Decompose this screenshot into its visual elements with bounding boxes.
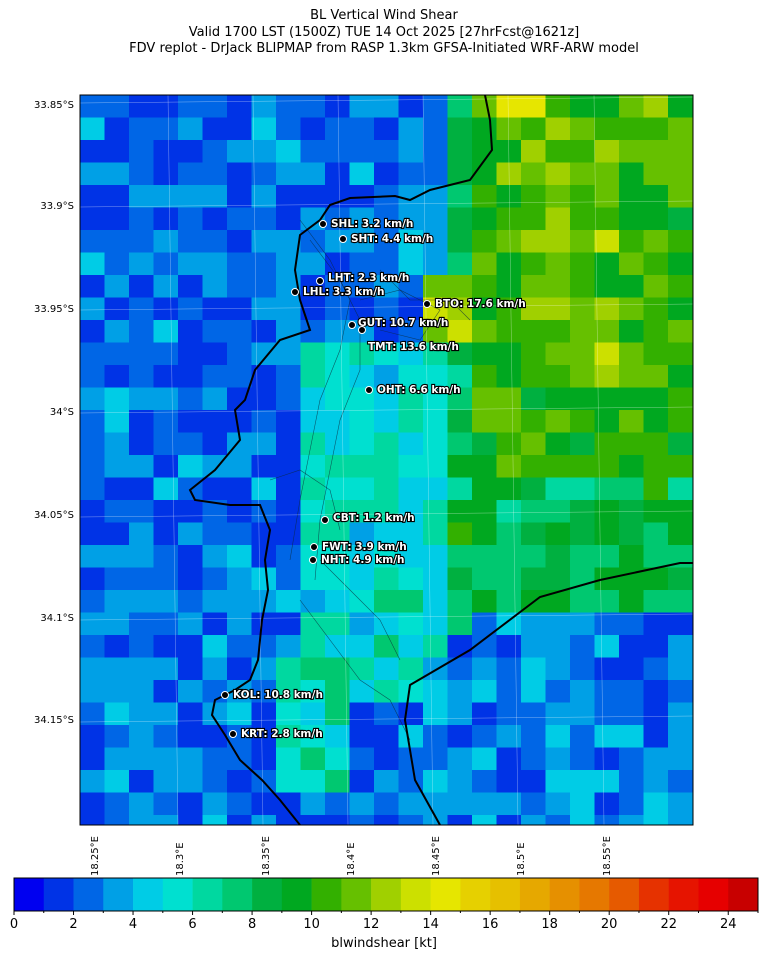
colorbar-tick-label: 24 bbox=[719, 917, 737, 932]
station-marker-nht bbox=[309, 556, 317, 564]
colorbar-swatch bbox=[579, 878, 610, 911]
station-label-sht: SHT: 4.4 km/h bbox=[351, 233, 433, 245]
coastline bbox=[188, 95, 494, 825]
station-marker-shl bbox=[319, 220, 327, 228]
latitude-tick-label: 34°S bbox=[49, 407, 74, 418]
latitude-tick-label: 33.9°S bbox=[40, 201, 74, 212]
colorbar-swatch bbox=[728, 878, 759, 911]
colorbar-tick-label: 2 bbox=[69, 917, 78, 932]
colorbar-tick-label: 20 bbox=[600, 917, 618, 932]
longitude-tick-label: 18.45°E bbox=[431, 836, 442, 876]
colorbar-label: blwindshear [kt] bbox=[331, 936, 437, 951]
colorbar-swatch bbox=[14, 878, 45, 911]
colorbar-tick-label: 22 bbox=[660, 917, 677, 932]
colorbar-swatch bbox=[281, 878, 312, 911]
longitude-tick-label: 18.3°E bbox=[175, 842, 186, 876]
station-marker-lht bbox=[316, 277, 324, 285]
colorbar-tick-label: 4 bbox=[128, 917, 138, 932]
station-marker-bto bbox=[423, 300, 431, 308]
station-marker-sht bbox=[339, 235, 347, 243]
colorbar-swatch bbox=[311, 878, 342, 911]
colorbar-swatch bbox=[668, 878, 699, 911]
map-frame bbox=[79, 94, 694, 826]
colorbar-swatch bbox=[490, 878, 521, 911]
station-label-kol: KOL: 10.8 km/h bbox=[233, 689, 323, 701]
latitude-tick-label: 34.15°S bbox=[34, 715, 74, 726]
station-label-gut: GUT: 10.7 km/h bbox=[358, 317, 448, 329]
colorbar-swatch bbox=[341, 878, 372, 911]
colorbar-tick-label: 0 bbox=[9, 917, 19, 932]
longitude-tick-label: 18.4°E bbox=[346, 842, 357, 876]
longitude-tick-label: 18.5°E bbox=[516, 842, 527, 876]
colorbar-swatch bbox=[252, 878, 283, 911]
colorbar-swatch bbox=[400, 878, 431, 911]
colorbar-tick-label: 12 bbox=[362, 917, 380, 932]
colorbar-swatch bbox=[430, 878, 461, 911]
colorbar-swatch bbox=[371, 878, 402, 911]
latitude-tick-label: 33.95°S bbox=[34, 304, 74, 315]
station-label-tmt: TMT: 13.6 km/h bbox=[368, 341, 459, 353]
colorbar-tick-label: 10 bbox=[303, 917, 320, 932]
station-marker-cbt bbox=[321, 516, 329, 524]
colorbar-swatch bbox=[460, 878, 491, 911]
colorbar-swatch bbox=[698, 878, 729, 911]
longitude-tick-label: 18.55°E bbox=[602, 836, 613, 876]
colorbar-swatch bbox=[638, 878, 670, 911]
station-marker-lhl bbox=[291, 288, 299, 296]
latitude-tick-label: 34.05°S bbox=[34, 510, 74, 521]
map-source-line: FDV replot - DrJack BLIPMAP from RASP 1.… bbox=[129, 41, 639, 56]
map-title: BL Vertical Wind Shear bbox=[310, 8, 458, 23]
colorbar-frame bbox=[13, 877, 759, 912]
colorbar-tick-label: 8 bbox=[247, 917, 257, 932]
station-label-fwt: FWT: 3.9 km/h bbox=[322, 541, 407, 553]
station-label-nht: NHT: 4.9 km/h bbox=[321, 554, 405, 566]
colorbar-tick-label: 14 bbox=[422, 917, 439, 932]
colorbar-swatch bbox=[609, 878, 640, 911]
station-marker-kol bbox=[221, 691, 229, 699]
station-label-bto: BTO: 17.6 km/h bbox=[435, 298, 526, 310]
latitude-tick-label: 33.85°S bbox=[34, 100, 74, 111]
colorbar-swatch bbox=[162, 878, 193, 911]
colorbar-swatch bbox=[222, 878, 253, 911]
station-marker-gut bbox=[348, 321, 356, 329]
station-marker-oht bbox=[365, 386, 373, 394]
station-label-shl: SHL: 3.2 km/h bbox=[331, 218, 413, 230]
colorbar-swatch bbox=[103, 878, 134, 911]
colorbar-swatch bbox=[43, 878, 74, 911]
colorbar-swatch bbox=[192, 878, 223, 911]
station-label-oht: OHT: 6.6 km/h bbox=[377, 384, 461, 396]
boundary-line bbox=[403, 562, 693, 825]
colorbar-swatch bbox=[549, 878, 580, 911]
longitude-tick-label: 18.25°E bbox=[90, 836, 101, 876]
colorbar-swatch bbox=[73, 878, 104, 911]
longitude-tick-label: 18.35°E bbox=[261, 836, 272, 876]
shear-grid bbox=[80, 95, 693, 825]
station-label-cbt: CBT: 1.2 km/h bbox=[333, 512, 415, 524]
station-marker-krt bbox=[229, 730, 237, 738]
latitude-tick-label: 34.1°S bbox=[40, 613, 74, 624]
colorbar-tick-label: 16 bbox=[481, 917, 499, 932]
station-marker-tmt bbox=[358, 326, 366, 334]
colorbar-tick-label: 6 bbox=[188, 917, 197, 932]
station-label-krt: KRT: 2.8 km/h bbox=[241, 728, 323, 740]
station-label-lhl: LHL: 3.3 km/h bbox=[303, 286, 385, 298]
station-marker-fwt bbox=[310, 543, 318, 551]
colorbar-tick-label: 18 bbox=[541, 917, 558, 932]
colorbar-swatch bbox=[133, 878, 164, 911]
map-valid-time: Valid 1700 LST (1500Z) TUE 14 Oct 2025 [… bbox=[188, 25, 580, 40]
station-label-lht: LHT: 2.3 km/h bbox=[328, 272, 409, 284]
colorbar-swatch bbox=[519, 878, 550, 911]
